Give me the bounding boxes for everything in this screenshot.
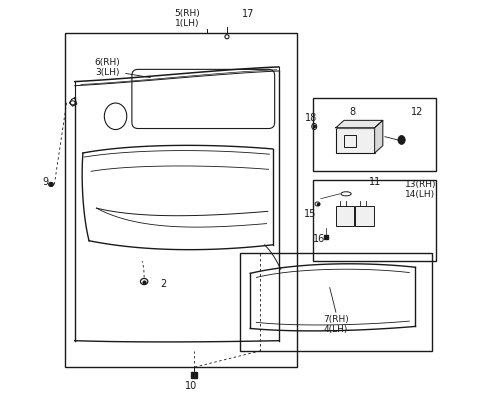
Text: 6(RH)
3(LH): 6(RH) 3(LH) xyxy=(95,58,120,77)
Text: 12: 12 xyxy=(411,107,424,117)
Text: 5(RH)
1(LH): 5(RH) 1(LH) xyxy=(174,9,200,28)
Text: 8: 8 xyxy=(349,107,355,117)
Text: 7(RH)
4(LH): 7(RH) 4(LH) xyxy=(323,315,349,334)
Text: 15: 15 xyxy=(304,209,316,219)
Text: 18: 18 xyxy=(305,113,318,123)
Text: 16: 16 xyxy=(313,234,326,244)
Bar xyxy=(336,206,355,226)
Text: 9: 9 xyxy=(42,177,48,186)
Bar xyxy=(313,98,436,171)
Bar xyxy=(240,253,432,351)
Bar xyxy=(355,206,374,226)
Bar xyxy=(344,135,356,147)
Text: 13(RH)
14(LH): 13(RH) 14(LH) xyxy=(405,180,437,200)
Polygon shape xyxy=(336,120,383,128)
Bar xyxy=(313,180,436,261)
Text: 2: 2 xyxy=(160,279,167,288)
Bar xyxy=(336,128,374,153)
Text: 17: 17 xyxy=(242,9,254,19)
Polygon shape xyxy=(374,120,383,153)
Bar xyxy=(64,33,297,367)
Text: 10: 10 xyxy=(185,381,197,390)
Ellipse shape xyxy=(398,135,405,144)
Text: 11: 11 xyxy=(369,177,381,186)
